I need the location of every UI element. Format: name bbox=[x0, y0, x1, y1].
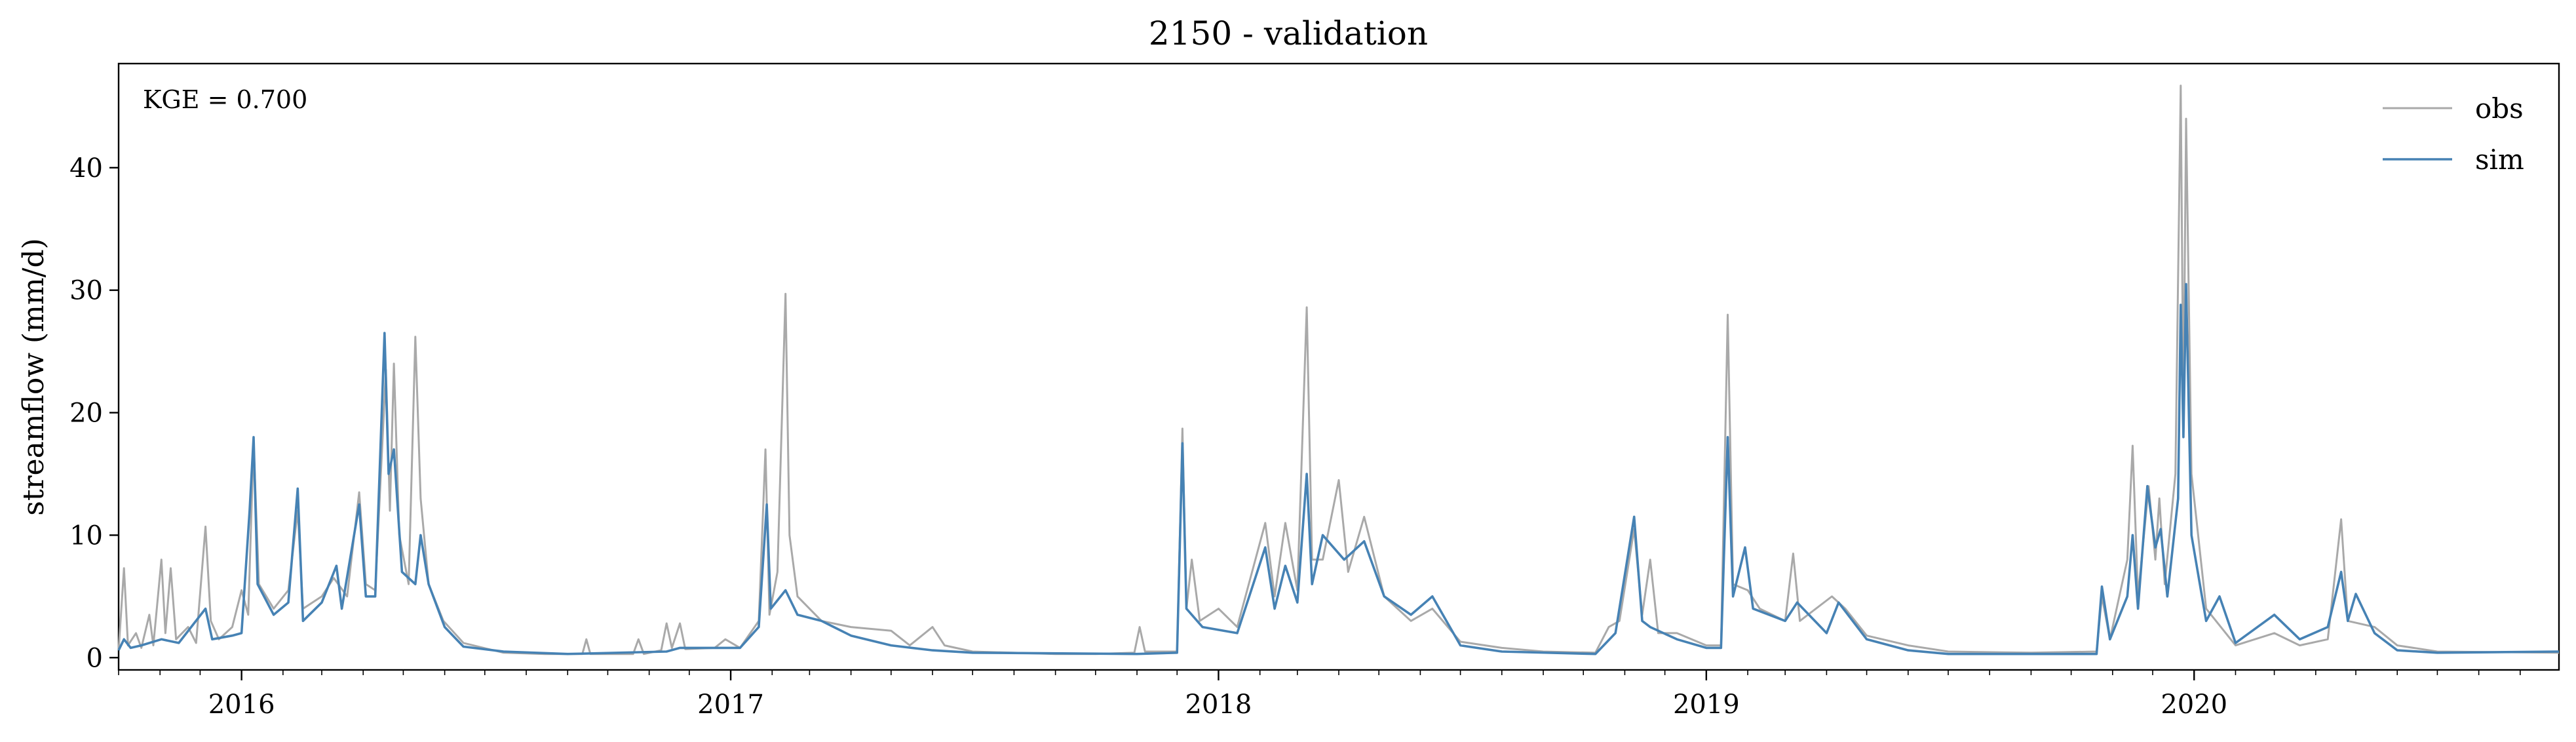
plot-frame bbox=[117, 62, 2560, 671]
legend-label-sim: sim bbox=[2475, 144, 2524, 176]
x-tick-label: 2020 bbox=[2161, 690, 2227, 720]
legend: obs sim bbox=[2383, 92, 2524, 176]
y-tick-label: 30 bbox=[69, 276, 103, 306]
kge-annotation: KGE = 0.700 bbox=[143, 85, 307, 114]
legend-label-obs: obs bbox=[2475, 92, 2524, 125]
y-axis: 0 10 20 30 40 bbox=[69, 153, 119, 673]
x-axis: 2016 2017 2018 2019 2020 bbox=[118, 670, 2521, 720]
series-line-obs bbox=[117, 85, 2560, 655]
x-tick-label: 2019 bbox=[1673, 690, 1740, 720]
y-tick-label: 0 bbox=[87, 643, 103, 673]
chart-title: 2150 - validation bbox=[1149, 14, 1428, 52]
series-line-sim bbox=[117, 283, 2560, 655]
y-axis-label: streamflow (mm/d) bbox=[17, 238, 50, 516]
y-tick-label: 40 bbox=[69, 153, 103, 184]
plot-area: 2016 2017 2018 2019 2020 0 10 20 30 40 KGE = 0.7… bbox=[69, 62, 2560, 720]
x-tick-label: 2018 bbox=[1185, 690, 1252, 720]
y-tick-label: 20 bbox=[69, 399, 103, 429]
y-tick-label: 10 bbox=[69, 520, 103, 551]
x-tick-label: 2016 bbox=[208, 690, 275, 720]
series-layer bbox=[117, 85, 2560, 655]
x-tick-label: 2017 bbox=[697, 690, 764, 720]
